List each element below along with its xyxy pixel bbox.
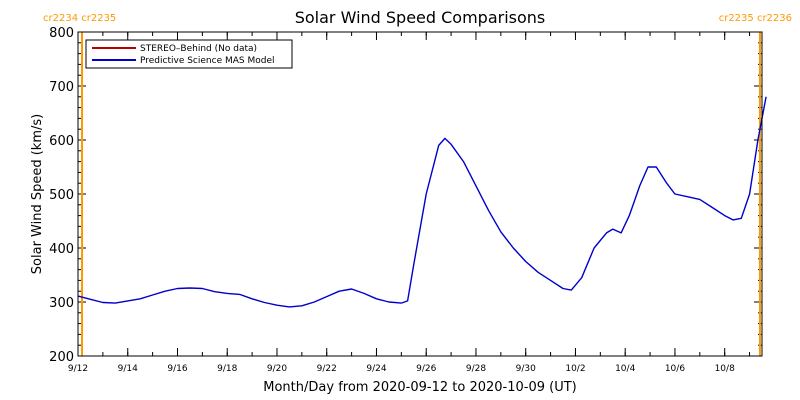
- carrington-left-label: cr2234 cr2235: [43, 13, 116, 24]
- legend-label-stereo: STEREO–Behind (No data): [140, 44, 257, 54]
- x-tick-label: 9/12: [68, 364, 88, 374]
- x-tick-label: 9/20: [267, 364, 287, 374]
- y-tick-label: 800: [49, 26, 74, 41]
- x-tick-label: 9/28: [466, 364, 486, 374]
- x-tick-label: 9/22: [317, 364, 337, 374]
- plot-frame: [77, 31, 763, 357]
- carrington-lines-layer: [81, 32, 761, 356]
- series-layer: [77, 96, 767, 308]
- y-tick-label: 200: [49, 350, 74, 365]
- x-tick-label: 10/6: [665, 364, 685, 374]
- x-tick-label: 10/2: [565, 364, 585, 374]
- legend-box: [85, 39, 293, 69]
- x-tick-label: 10/8: [715, 364, 735, 374]
- x-tick-label: 9/18: [217, 364, 237, 374]
- x-tick-label: 9/24: [366, 364, 386, 374]
- x-tick-label: 9/14: [118, 364, 138, 374]
- y-tick-label: 600: [49, 134, 74, 149]
- series-line-model: [77, 96, 767, 308]
- x-tick-label: 9/30: [516, 364, 536, 374]
- y-tick-label: 400: [49, 242, 74, 257]
- legend: STEREO–Behind (No data) Predictive Scien…: [85, 39, 293, 69]
- y-tick-label: 500: [49, 188, 74, 203]
- chart-title: Solar Wind Speed Comparisons: [295, 8, 546, 27]
- y-tick-label: 300: [49, 296, 74, 311]
- x-tick-label: 9/26: [416, 364, 436, 374]
- y-tick-label: 700: [49, 80, 74, 95]
- legend-label-model: Predictive Science MAS Model: [140, 56, 275, 66]
- x-axis-label: Month/Day from 2020-09-12 to 2020-10-09 …: [263, 380, 576, 395]
- y-axis-label: Solar Wind Speed (km/s): [30, 114, 45, 274]
- axis-ticks-layer: 200 300 400 500 600 700 800 9/12 9/14 9/16 9/18 9/2…: [49, 26, 762, 374]
- x-tick-label: 9/16: [167, 364, 187, 374]
- carrington-right-label: cr2235 cr2236: [719, 13, 792, 24]
- x-tick-label: 10/4: [615, 364, 635, 374]
